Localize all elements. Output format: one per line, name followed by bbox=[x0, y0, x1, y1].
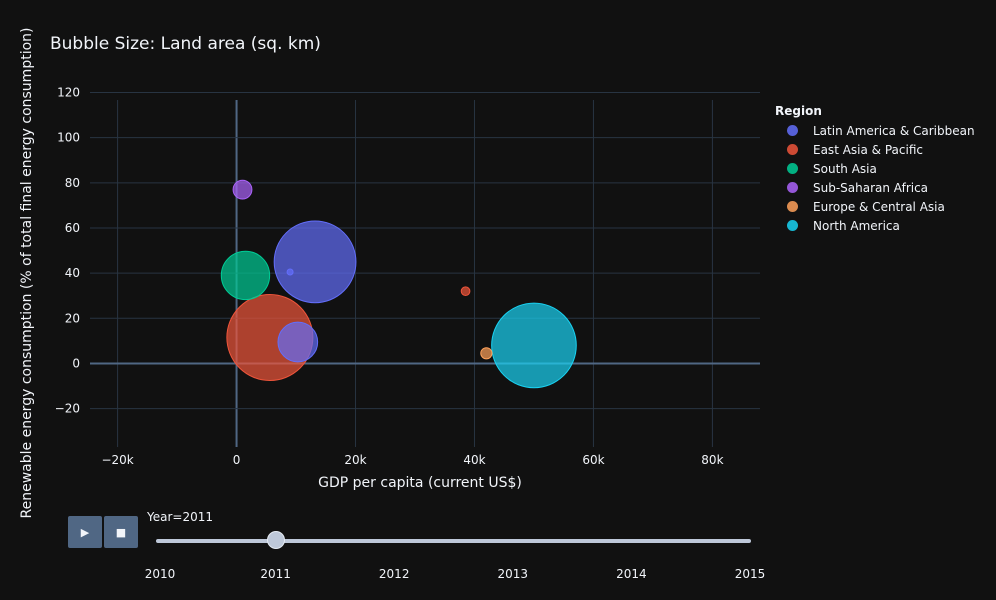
legend-label: Europe & Central Asia bbox=[813, 199, 945, 214]
slider-track[interactable] bbox=[156, 539, 751, 543]
legend-label: Sub-Saharan Africa bbox=[813, 180, 929, 195]
stop-button[interactable]: ■ bbox=[104, 516, 138, 548]
slider-step-label[interactable]: 2015 bbox=[734, 567, 766, 581]
slider-step-label[interactable]: 2011 bbox=[260, 567, 291, 581]
play-button[interactable]: ▶ bbox=[68, 516, 102, 548]
y-axis-label: Renewable energy consumption (% of total… bbox=[19, 27, 35, 519]
grid bbox=[90, 92, 760, 447]
legend-swatch bbox=[787, 220, 798, 231]
legend-swatch bbox=[787, 144, 798, 155]
slider-step-label[interactable]: 2014 bbox=[616, 567, 647, 581]
play-icon: ▶ bbox=[80, 525, 90, 539]
slider-step-label[interactable]: 2013 bbox=[497, 567, 529, 581]
legend-item[interactable]: Sub-Saharan Africa bbox=[787, 178, 928, 197]
x-tick-labels: −20k 0 20k 40k 60k 80k bbox=[101, 453, 723, 467]
bubble[interactable] bbox=[491, 302, 577, 389]
legend-label: Latin America & Caribbean bbox=[813, 123, 975, 138]
x-axis-label: GDP per capita (current US$) bbox=[318, 475, 522, 491]
y-tick-label: 40 bbox=[65, 266, 80, 280]
bubble[interactable] bbox=[460, 286, 471, 297]
legend-swatch bbox=[787, 182, 798, 193]
legend-swatch bbox=[787, 163, 798, 174]
y-tick-label: 120 bbox=[57, 86, 80, 100]
legend-swatch bbox=[787, 125, 798, 136]
x-tick-label: 40k bbox=[463, 453, 485, 467]
legend-item[interactable]: Latin America & Caribbean bbox=[787, 121, 975, 140]
y-tick-labels: −20 0 20 40 60 80 100 120 bbox=[55, 86, 80, 416]
legend-item[interactable]: East Asia & Pacific bbox=[787, 140, 923, 159]
slider-current-value: Year=2011 bbox=[147, 510, 213, 524]
legend-label: East Asia & Pacific bbox=[813, 142, 923, 157]
bubble[interactable] bbox=[273, 220, 357, 304]
y-tick-label: 20 bbox=[65, 311, 80, 325]
slider-step-label[interactable]: 2012 bbox=[378, 567, 410, 581]
y-tick-label: 100 bbox=[57, 131, 80, 145]
legend-label: North America bbox=[813, 218, 900, 233]
y-tick-label: −20 bbox=[55, 402, 80, 416]
bubbles bbox=[220, 179, 577, 389]
bubble[interactable] bbox=[220, 250, 271, 301]
x-tick-label: 0 bbox=[233, 453, 241, 467]
x-tick-label: 80k bbox=[701, 453, 723, 467]
slider-knob[interactable] bbox=[266, 531, 285, 549]
x-tick-label: −20k bbox=[101, 453, 133, 467]
stop-icon: ■ bbox=[115, 525, 127, 539]
chart-title: Bubble Size: Land area (sq. km) bbox=[50, 34, 321, 54]
legend-item[interactable]: South Asia bbox=[787, 159, 877, 178]
bubble[interactable] bbox=[286, 268, 294, 276]
y-tick-label: 80 bbox=[65, 176, 80, 190]
bubble[interactable] bbox=[480, 347, 493, 360]
legend-item[interactable]: Europe & Central Asia bbox=[787, 197, 945, 216]
x-tick-label: 60k bbox=[582, 453, 604, 467]
legend-title: Region bbox=[775, 104, 822, 118]
bubble[interactable] bbox=[277, 321, 319, 363]
legend-label: South Asia bbox=[813, 161, 877, 176]
legend-swatch bbox=[787, 201, 798, 212]
slider-step-label[interactable]: 2010 bbox=[144, 567, 176, 581]
legend-item[interactable]: North America bbox=[787, 216, 900, 235]
y-tick-label: 60 bbox=[65, 221, 80, 235]
bubble[interactable] bbox=[232, 179, 253, 200]
y-tick-label: 0 bbox=[72, 356, 80, 370]
x-tick-label: 20k bbox=[344, 453, 366, 467]
